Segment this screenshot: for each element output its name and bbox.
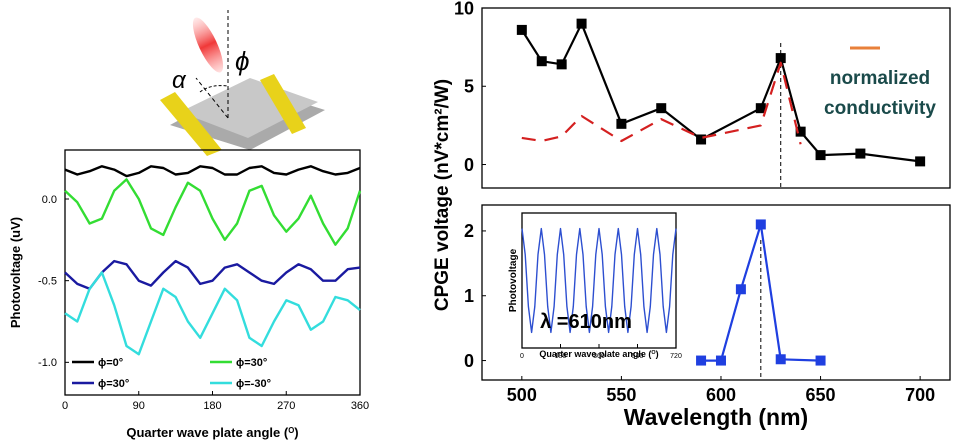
y-tick-label: 5 bbox=[464, 77, 474, 97]
electrode bbox=[260, 74, 306, 134]
x-axis-label-part: ) bbox=[294, 425, 298, 440]
x-axis-label: Quarter wave plate angle (O) bbox=[126, 425, 298, 440]
data-point bbox=[775, 354, 786, 365]
data-point bbox=[795, 126, 806, 137]
data-point bbox=[516, 24, 527, 35]
data-point bbox=[536, 56, 547, 67]
data-point bbox=[815, 150, 826, 161]
y-tick-label: 0 bbox=[464, 155, 474, 175]
data-point bbox=[556, 59, 567, 70]
series-line bbox=[521, 227, 677, 334]
x-tick-label: 500 bbox=[507, 385, 537, 405]
y-axis-label: Photovoltage bbox=[508, 248, 519, 312]
x-tick-label: 700 bbox=[905, 385, 935, 405]
series-line bbox=[64, 271, 361, 356]
data-point bbox=[696, 355, 707, 366]
alpha-label: α bbox=[172, 67, 187, 94]
laser-beam bbox=[192, 17, 224, 73]
x-tick-label: 0 bbox=[62, 400, 68, 412]
series-line bbox=[64, 178, 362, 246]
plot-frame bbox=[481, 7, 951, 189]
y-tick-label: -1.0 bbox=[38, 357, 57, 369]
data-point bbox=[735, 284, 746, 295]
data-point bbox=[576, 18, 587, 29]
x-tick-label: 540 bbox=[632, 353, 644, 360]
data-point bbox=[715, 355, 726, 366]
x-axis-label-part: O bbox=[651, 350, 655, 356]
data-point bbox=[775, 53, 786, 64]
y-axis-label: CPGE voltage (nV*cm²/W) bbox=[432, 79, 453, 311]
phi-label: ϕ bbox=[235, 46, 249, 76]
data-point bbox=[696, 134, 707, 145]
y-tick-label: -0.5 bbox=[38, 276, 57, 288]
x-tick-label: 180 bbox=[555, 353, 567, 360]
x-tick-label: 650 bbox=[806, 385, 836, 405]
x-tick-label: 360 bbox=[593, 353, 605, 360]
x-axis-label-part: ) bbox=[656, 349, 659, 359]
electrode bbox=[160, 92, 222, 156]
data-point bbox=[616, 118, 627, 129]
x-axis-label-part: Quarter wave plate angle ( bbox=[126, 425, 289, 440]
data-point bbox=[656, 103, 667, 114]
x-tick-label: 600 bbox=[706, 385, 736, 405]
data-point bbox=[815, 355, 826, 366]
legend-label: normalized bbox=[830, 68, 930, 89]
legend-label: ϕ=-30° bbox=[236, 378, 271, 390]
legend-label: ϕ=30° bbox=[236, 357, 267, 369]
data-point bbox=[855, 148, 866, 159]
x-axis-label-part: Wavelength (nm) bbox=[624, 404, 808, 430]
series-line bbox=[520, 22, 921, 163]
legend-label: conductivity bbox=[824, 98, 936, 119]
x-tick-label: 270 bbox=[277, 400, 295, 412]
y-axis-label: Photovoltage (uV) bbox=[8, 217, 23, 328]
y-tick-label: 0.0 bbox=[42, 194, 57, 206]
x-tick-label: 180 bbox=[203, 400, 221, 412]
x-tick-label: 360 bbox=[351, 400, 369, 412]
x-tick-label: 0 bbox=[520, 353, 524, 360]
legend-label: ϕ=30° bbox=[98, 378, 129, 390]
series-line bbox=[521, 61, 802, 145]
data-point bbox=[915, 156, 926, 167]
x-tick-label: 90 bbox=[133, 400, 145, 412]
series-line bbox=[64, 259, 361, 290]
x-axis-label: Wavelength (nm) bbox=[624, 404, 808, 430]
beam-axis bbox=[195, 77, 229, 119]
x-axis-label-part: O bbox=[288, 426, 294, 435]
x-tick-label: 550 bbox=[606, 385, 636, 405]
series-line bbox=[64, 165, 361, 178]
y-tick-label: 0 bbox=[464, 351, 474, 371]
data-point bbox=[755, 103, 766, 114]
x-axis-label: Quarter wave plate angle (O) bbox=[539, 349, 658, 359]
x-tick-label: 720 bbox=[670, 353, 682, 360]
data-point bbox=[755, 219, 766, 230]
plot-frame bbox=[481, 204, 951, 381]
angle-arc bbox=[199, 85, 229, 93]
plot-frame bbox=[521, 212, 677, 349]
x-axis-label-part: Quarter wave plate angle ( bbox=[539, 349, 651, 359]
legend-label: ϕ=0° bbox=[98, 357, 123, 369]
y-tick-label: 2 bbox=[464, 221, 474, 241]
annotation: λ =610nm bbox=[540, 311, 632, 333]
y-tick-label: 10 bbox=[454, 0, 474, 18]
y-tick-label: 1 bbox=[464, 286, 474, 306]
schematic: α ϕ bbox=[160, 10, 325, 156]
